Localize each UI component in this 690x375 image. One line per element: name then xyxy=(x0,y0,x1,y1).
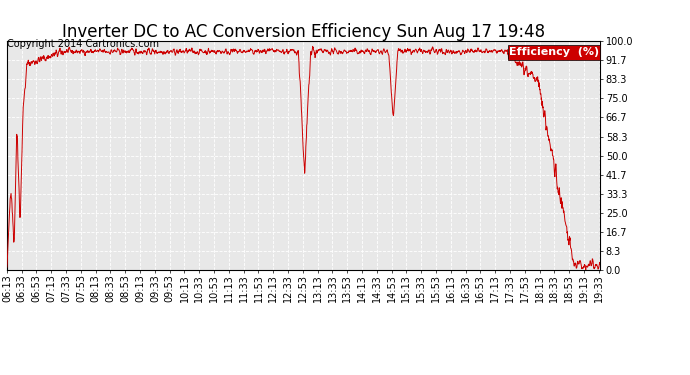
FancyBboxPatch shape xyxy=(509,45,600,60)
Title: Inverter DC to AC Conversion Efficiency Sun Aug 17 19:48: Inverter DC to AC Conversion Efficiency … xyxy=(62,23,545,41)
Text: Copyright 2014 Cartronics.com: Copyright 2014 Cartronics.com xyxy=(7,39,159,50)
Text: Efficiency  (%): Efficiency (%) xyxy=(509,47,600,57)
